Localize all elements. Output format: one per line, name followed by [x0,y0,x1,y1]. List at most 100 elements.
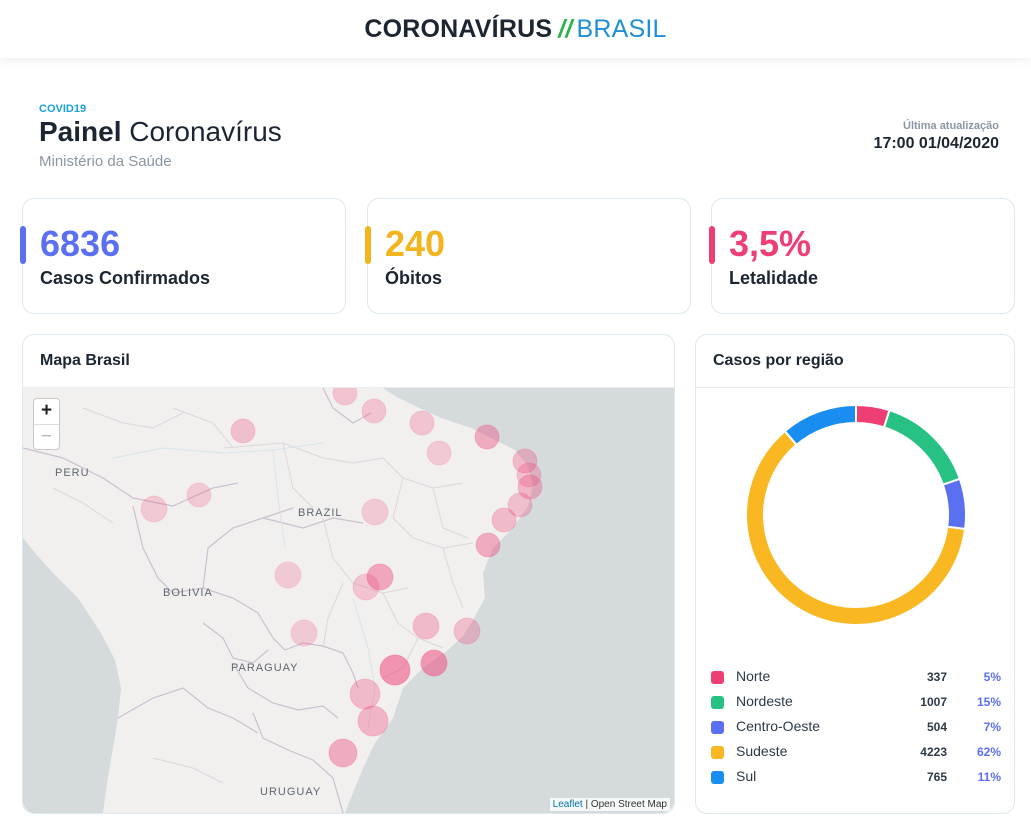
case-marker[interactable] [332,388,358,406]
stat-label: Óbitos [385,268,442,288]
donut-slice-centro-oeste[interactable] [941,477,967,531]
case-marker[interactable] [474,424,500,450]
stat-card-confirmed: 6836 Casos Confirmados [20,198,346,314]
stat-accent-bar [365,226,371,264]
case-marker[interactable] [352,573,380,601]
legend-row-centro-oeste[interactable]: Centro-Oeste 504 7% [711,717,1001,742]
legend-name: Sudeste [736,743,788,759]
legend-name: Nordeste [736,693,793,709]
ocean-east [345,388,674,813]
legend-swatch [711,771,724,784]
case-marker[interactable] [512,448,538,474]
case-marker[interactable] [357,705,389,737]
case-marker[interactable] [186,482,212,508]
legend-name: Sul [736,768,757,784]
zoom-out-button[interactable]: − [34,424,59,449]
case-marker[interactable] [475,532,501,558]
label-brazil: BRAZIL [298,507,343,519]
leaflet-link[interactable]: Leaflet [552,799,583,810]
label-bolivia: BOLIVIA [163,587,213,599]
donut-slice-sul[interactable] [783,403,857,447]
brand-left: CORONAVÍRUS [364,14,553,43]
eyebrow-label: COVID19 [39,103,87,115]
zoom-in-button[interactable]: + [40,400,53,421]
case-marker[interactable] [517,474,543,500]
legend-row-sudeste[interactable]: Sudeste 4223 62% [711,742,1001,767]
stat-card-deaths: 240 Óbitos [365,198,691,314]
legend-percent: 5% [983,670,1001,684]
case-marker[interactable] [426,440,452,466]
brand-right: BRASIL [576,14,667,43]
legend-swatch [711,721,724,734]
page-title-bold: Painel [39,116,122,147]
donut-slice-nordeste[interactable] [882,408,962,486]
legend-row-sul[interactable]: Sul 765 11% [711,767,1001,792]
stat-value: 6836 [40,223,121,264]
legend-count: 337 [926,670,947,684]
label-uruguay: URUGUAY [260,786,321,798]
case-marker[interactable] [412,612,440,640]
case-marker[interactable] [140,495,168,523]
case-marker[interactable] [349,678,381,710]
legend-percent: 7% [983,720,1001,734]
case-marker[interactable] [420,649,448,677]
region-panel: Casos por região Norte 337 5% Nordeste 1… [695,334,1015,814]
legend-percent: 62% [976,745,1001,759]
legend-count: 504 [926,720,947,734]
page-title-rest: Coronavírus [129,116,282,147]
stat-label: Letalidade [729,268,819,288]
map-svg: PERU BRAZIL BOLIVIA PARAGUAY URUGUAY [23,388,674,813]
case-marker[interactable] [516,462,542,488]
page-subtitle: Ministério da Saúde [39,153,172,170]
legend-percent: 15% [976,695,1001,709]
legend-row-nordeste[interactable]: Nordeste 1007 15% [711,692,1001,717]
case-marker[interactable] [491,507,517,533]
case-marker[interactable] [274,561,302,589]
map-panel: Mapa Brasil [22,334,675,814]
legend-count: 4223 [920,745,947,759]
last-update-value: 17:00 01/04/2020 [873,135,999,152]
case-marker[interactable] [361,398,387,424]
region-donut-chart [745,403,967,626]
brand-logo[interactable]: CORONAVÍRUS//BRASIL [364,15,666,44]
last-update-label: Última atualização [903,120,999,132]
attribution-text: | Open Street Map [585,799,667,810]
legend-percent: 11% [977,770,1001,784]
stat-value: 240 [385,223,446,264]
stat-label: Casos Confirmados [40,268,211,288]
case-marker[interactable] [328,738,358,768]
case-markers [140,388,543,768]
case-marker[interactable] [361,498,389,526]
legend-swatch [711,696,724,709]
stat-value: 3,5% [729,223,812,264]
region-panel-title: Casos por região [696,335,1014,388]
label-paraguay: PARAGUAY [231,662,299,674]
case-marker[interactable] [290,619,318,647]
map-place-labels: PERU BRAZIL BOLIVIA PARAGUAY URUGUAY [55,467,343,798]
map-attribution: Leaflet | Open Street Map [549,798,670,811]
brand-separator: // [558,14,573,43]
stat-card-lethality: 3,5% Letalidade [709,198,1015,314]
top-bar: CORONAVÍRUS//BRASIL [0,0,1031,58]
legend-swatch [711,671,724,684]
legend-swatch [711,746,724,759]
case-marker[interactable] [409,410,435,436]
legend-name: Centro-Oeste [736,718,821,734]
region-legend: Norte 337 5% Nordeste 1007 15% Centro-Oe… [711,667,1001,792]
stat-accent-bar [709,226,715,264]
case-marker[interactable] [507,492,533,518]
case-marker[interactable] [453,617,481,645]
rivers [112,442,376,729]
country-borders [23,388,372,813]
label-peru: PERU [55,467,90,479]
legend-name: Norte [736,668,771,684]
legend-count: 765 [926,770,947,784]
zoom-control: + − [33,398,60,450]
map-panel-title: Mapa Brasil [23,335,674,388]
map-canvas[interactable]: PERU BRAZIL BOLIVIA PARAGUAY URUGUAY + −… [23,388,674,813]
case-marker[interactable] [366,563,394,591]
case-marker[interactable] [379,654,411,686]
ocean-west [23,538,121,813]
case-marker[interactable] [230,418,256,444]
legend-row-norte[interactable]: Norte 337 5% [711,667,1001,692]
